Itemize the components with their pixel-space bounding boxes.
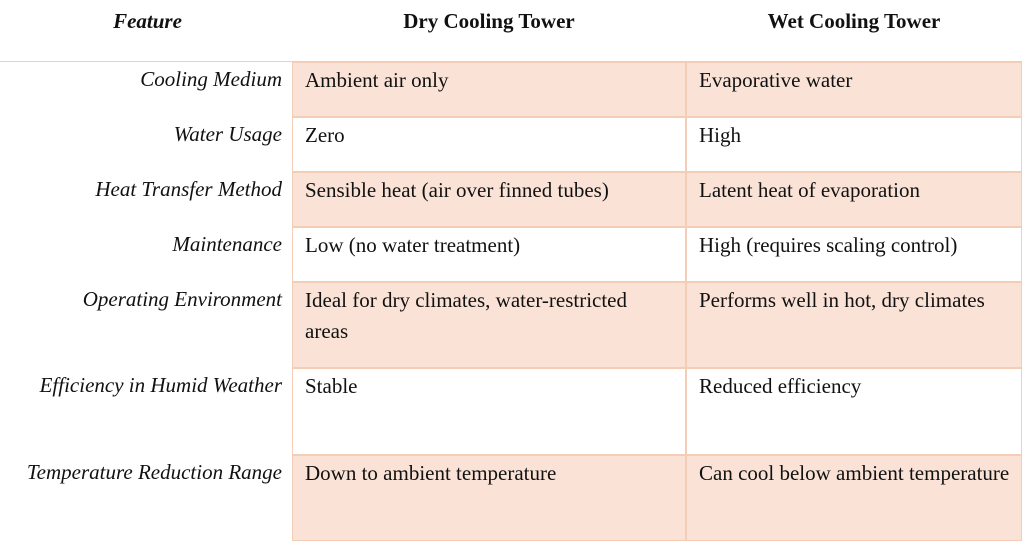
table-cell: Performs well in hot, dry climates [686,282,1022,368]
table-cell: Zero [292,117,686,172]
table-cell: Ambient air only [292,62,686,117]
row-label: Heat Transfer Method [95,177,282,201]
table-cell: Ideal for dry climates, water-restricted… [292,282,686,368]
row-label: Water Usage [173,122,282,146]
table-rule [0,61,1022,62]
table-cell: High (requires scaling control) [686,227,1022,282]
table-cell: Can cool below ambient temperature [686,455,1022,541]
table-cell: Latent heat of evaporation [686,172,1022,227]
row-label: Efficiency in Humid Weather [39,373,282,397]
table-cell: Down to ambient temperature [292,455,686,541]
table-cell: Evaporative water [686,62,1022,117]
row-label: Cooling Medium [140,67,282,91]
table-cell: Low (no water treatment) [292,227,686,282]
table-cell: Stable [292,368,686,455]
column-header: Wet Cooling Tower [767,9,941,33]
column-header: Dry Cooling Tower [403,9,575,33]
table-cell: Sensible heat (air over finned tubes) [292,172,686,227]
table-cell: High [686,117,1022,172]
row-label: Maintenance [172,232,282,256]
row-label: Operating Environment [82,287,282,311]
row-label: Temperature Reduction Range [26,460,282,484]
column-header: Feature [113,9,182,33]
table-cell: Reduced efficiency [686,368,1022,455]
